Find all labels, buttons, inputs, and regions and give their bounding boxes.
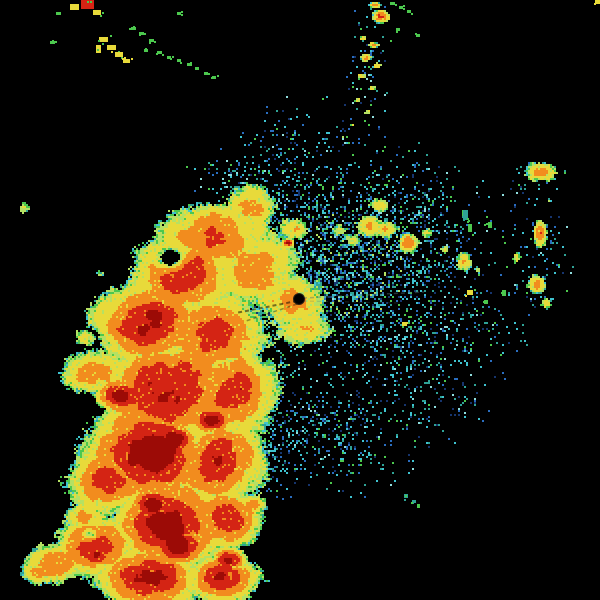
radar-site-marker — [294, 294, 304, 304]
